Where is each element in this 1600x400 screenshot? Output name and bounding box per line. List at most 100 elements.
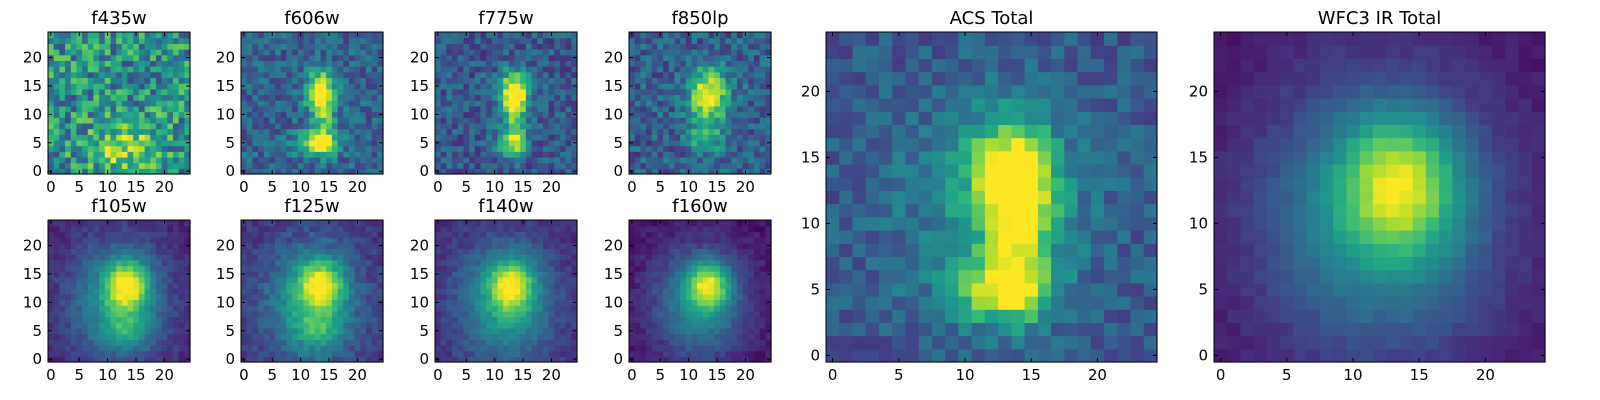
heatmap-cell [133, 151, 140, 158]
heatmap-cell [87, 49, 95, 56]
heatmap-cell [82, 88, 89, 96]
heatmap-cell [469, 276, 476, 284]
heatmap-cell [184, 162, 191, 169]
heatmap-cell [297, 225, 305, 232]
heatmap-cell [508, 225, 516, 232]
heatmap-cell [674, 49, 681, 56]
heatmap-cell [241, 293, 248, 301]
heatmap-cell [748, 145, 755, 152]
heatmap-cell [133, 111, 140, 118]
heatmap-cell [646, 282, 653, 289]
heatmap-cell [691, 162, 698, 169]
x-tick-label: 0 [239, 178, 249, 196]
heatmap-cell [59, 117, 66, 124]
heatmap-cell [241, 344, 248, 352]
heatmap-cell [76, 156, 83, 164]
heatmap-cell [554, 322, 561, 329]
heatmap-cell [133, 94, 140, 101]
heatmap-cell [674, 134, 681, 141]
heatmap-cell [446, 134, 453, 141]
heatmap-cell [554, 156, 561, 164]
heatmap-cell [184, 231, 191, 238]
heatmap-cell [360, 231, 367, 238]
heatmap-cell [719, 310, 727, 318]
heatmap-cell [138, 54, 146, 61]
heatmap-cell [520, 237, 527, 244]
heatmap-cell [348, 248, 356, 255]
heatmap-cell [150, 225, 157, 232]
heatmap-cell [531, 220, 538, 227]
heatmap-cell [184, 100, 191, 107]
heatmap-cell [435, 339, 442, 346]
heatmap-cell [452, 333, 459, 340]
heatmap-cell [480, 162, 487, 169]
heatmap-cell [765, 350, 772, 357]
heatmap-cell [748, 134, 755, 141]
heatmap-cell [759, 310, 766, 318]
heatmap-cell [252, 117, 259, 124]
heatmap-cell [280, 265, 288, 272]
heatmap-cell [326, 322, 333, 329]
heatmap-cell [269, 344, 276, 352]
heatmap-cell [263, 54, 270, 61]
heatmap-cell [520, 288, 527, 295]
heatmap-cell [377, 100, 384, 107]
heatmap-cell [446, 276, 453, 284]
heatmap-cell [246, 231, 253, 238]
heatmap-cell [503, 134, 510, 141]
heatmap-cell [138, 316, 146, 323]
heatmap-cell [440, 276, 447, 284]
heatmap-cell [520, 122, 527, 130]
heatmap-cell [377, 322, 384, 329]
heatmap-cell [663, 145, 670, 152]
heatmap-cell [320, 88, 327, 96]
heatmap-cell [82, 156, 89, 164]
heatmap-cell [82, 151, 89, 158]
heatmap-cell [554, 60, 561, 67]
heatmap-cell [508, 139, 516, 147]
heatmap-cell [303, 60, 310, 67]
heatmap-cell [297, 310, 305, 318]
heatmap-cell [326, 66, 333, 73]
heatmap-cell [537, 77, 544, 84]
heatmap-cell [337, 60, 344, 67]
heatmap-cell [155, 265, 163, 272]
heatmap-cell [184, 122, 191, 130]
heatmap-cell [121, 322, 129, 329]
heatmap-cell [736, 105, 744, 113]
heatmap-cell [531, 282, 538, 289]
heatmap-cell [48, 350, 55, 357]
heatmap-cell [263, 168, 270, 175]
heatmap-cell [303, 66, 310, 73]
heatmap-cell [542, 299, 550, 306]
heatmap-cell [280, 333, 288, 340]
heatmap-cell [525, 242, 533, 249]
heatmap-cell [508, 305, 516, 312]
heatmap-cell [326, 271, 333, 278]
heatmap-cell [452, 60, 459, 67]
heatmap-cell [748, 276, 755, 284]
heatmap-cell [457, 139, 464, 147]
heatmap-cell [708, 276, 715, 284]
heatmap-cell [474, 145, 482, 152]
heatmap-cell [742, 128, 749, 135]
heatmap-cell [765, 344, 772, 352]
heatmap-cell [463, 162, 470, 169]
heatmap-cell [365, 156, 373, 164]
heatmap-cell [691, 151, 698, 158]
heatmap-cell [365, 231, 373, 238]
heatmap-cell [241, 282, 248, 289]
heatmap-cell [742, 71, 749, 79]
heatmap-cell [286, 333, 293, 340]
heatmap-cell [559, 322, 567, 329]
heatmap-cell [371, 145, 378, 152]
heatmap-cell [663, 88, 670, 96]
heatmap-cell [651, 151, 658, 158]
heatmap-cell [446, 77, 453, 84]
heatmap-cell [486, 265, 493, 272]
heatmap-cell [440, 71, 447, 79]
heatmap-cell [640, 299, 647, 306]
heatmap-cell [474, 288, 482, 295]
heatmap-cell [474, 248, 482, 255]
heatmap-cell [663, 333, 670, 340]
